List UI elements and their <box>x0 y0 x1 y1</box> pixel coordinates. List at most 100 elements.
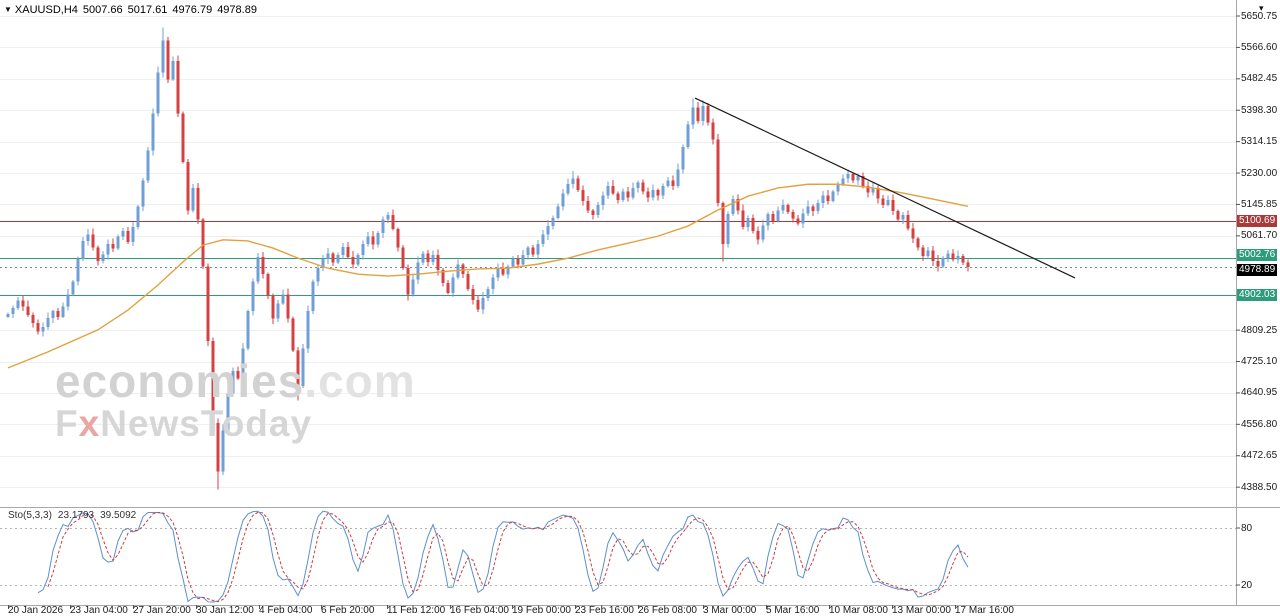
watermark-brand-suffix: .com <box>304 355 416 407</box>
candle-body <box>626 191 630 198</box>
symbol-period-label: XAUUSD,H4 <box>14 4 78 16</box>
time-tick-label: 4 Feb 04:00 <box>259 605 313 616</box>
candle-body <box>561 193 565 207</box>
trend-line[interactable] <box>694 97 1076 279</box>
price-tick-label: 5650.75 <box>1241 10 1278 22</box>
candle-body <box>251 281 255 312</box>
watermark-brand: economies <box>55 355 305 407</box>
candle-body <box>816 202 820 212</box>
candle-body <box>366 236 370 244</box>
candle-body <box>141 180 145 207</box>
candle-body <box>71 281 75 295</box>
candle-body <box>386 214 390 220</box>
candle-body <box>901 214 905 220</box>
time-tick-label: 16 Feb 04:00 <box>450 605 509 616</box>
candle-body <box>846 173 850 179</box>
time-tick-label: 17 Mar 16:00 <box>955 605 1014 616</box>
candle-body <box>861 176 865 187</box>
candle-body <box>741 210 745 228</box>
candle-body <box>676 169 680 187</box>
candle-body <box>181 113 185 162</box>
candle-body <box>596 204 600 215</box>
candle-body <box>201 219 205 267</box>
candle-body <box>706 105 710 123</box>
candle-body <box>26 306 30 315</box>
candle-body <box>116 236 120 249</box>
stochastic-scale-label: 80 <box>1241 522 1253 534</box>
candle-body <box>51 311 55 318</box>
candle-body <box>321 258 325 269</box>
ohlc-low: 4976.79 <box>172 4 213 16</box>
candle-body <box>396 229 400 248</box>
candle-body <box>101 254 105 261</box>
watermark-tagline-x: x <box>78 402 101 444</box>
candle-body <box>651 189 655 198</box>
candle-body <box>281 294 285 304</box>
indicator-name: Sto(5,3,3) <box>8 510 52 521</box>
time-tick-label: 3 Mar 00:00 <box>703 605 757 616</box>
candle-body <box>736 199 740 211</box>
price-tick-label: 4640.95 <box>1241 387 1278 399</box>
grid-layer <box>0 16 1236 488</box>
candle-body <box>516 258 520 265</box>
candle-body <box>176 61 180 114</box>
candle-body <box>61 306 65 317</box>
candle-body <box>16 300 20 309</box>
candle-body <box>331 253 335 263</box>
candle-body <box>86 234 90 241</box>
candle-body <box>131 227 135 243</box>
candle-body <box>471 288 475 300</box>
candle-body <box>711 122 715 140</box>
candle-body <box>491 277 495 289</box>
candle-body <box>536 243 540 255</box>
candle-body <box>831 191 835 202</box>
candle-body <box>631 187 635 198</box>
indicator-label: Sto(5,3,3) 23.1793 39.5092 <box>8 510 142 521</box>
candle-body <box>126 230 130 243</box>
candle-body <box>466 273 470 289</box>
candle-body <box>701 105 705 121</box>
time-tick-label: 19 Feb 00:00 <box>512 605 571 616</box>
candle-body <box>391 214 395 230</box>
candle-body <box>761 225 765 240</box>
candle-body <box>686 124 690 147</box>
candlesticks-layer <box>6 27 970 490</box>
candle-body <box>416 262 420 280</box>
symbol-marker-icon: ▼ <box>4 5 12 14</box>
time-tick-label: 11 Feb 12:00 <box>387 605 446 616</box>
candle-body <box>856 176 860 181</box>
time-tick-label: 27 Jan 20:00 <box>133 605 191 616</box>
candle-body <box>601 195 605 205</box>
candle-body <box>511 258 515 267</box>
candle-body <box>236 370 240 379</box>
candle-body <box>336 255 340 263</box>
candle-body <box>836 184 840 192</box>
candle-body <box>691 107 695 125</box>
candle-body <box>801 213 805 224</box>
candle-body <box>896 211 900 220</box>
candle-body <box>146 150 150 181</box>
candle-body <box>501 268 505 275</box>
price-tick-label: 4809.25 <box>1241 324 1278 336</box>
candle-body <box>246 311 250 349</box>
candle-body <box>226 393 230 431</box>
candle-body <box>756 230 760 240</box>
candle-body <box>821 195 825 203</box>
candle-body <box>56 311 60 317</box>
candle-body <box>646 191 650 198</box>
chart-shift-marker-icon: ▾ <box>1259 3 1264 13</box>
candle-body <box>671 180 675 187</box>
candle-body <box>11 308 15 315</box>
price-level-badge: 4902.03 <box>1237 289 1278 302</box>
candle-body <box>21 300 25 307</box>
candle-body <box>276 303 280 319</box>
candle-body <box>286 294 290 319</box>
candle-body <box>431 255 435 262</box>
price-tick-label: 5482.45 <box>1241 73 1278 85</box>
stochastic-main-line <box>37 510 969 603</box>
candle-body <box>621 191 625 200</box>
candle-body <box>156 72 160 114</box>
candle-body <box>871 187 875 193</box>
candle-body <box>211 341 215 424</box>
